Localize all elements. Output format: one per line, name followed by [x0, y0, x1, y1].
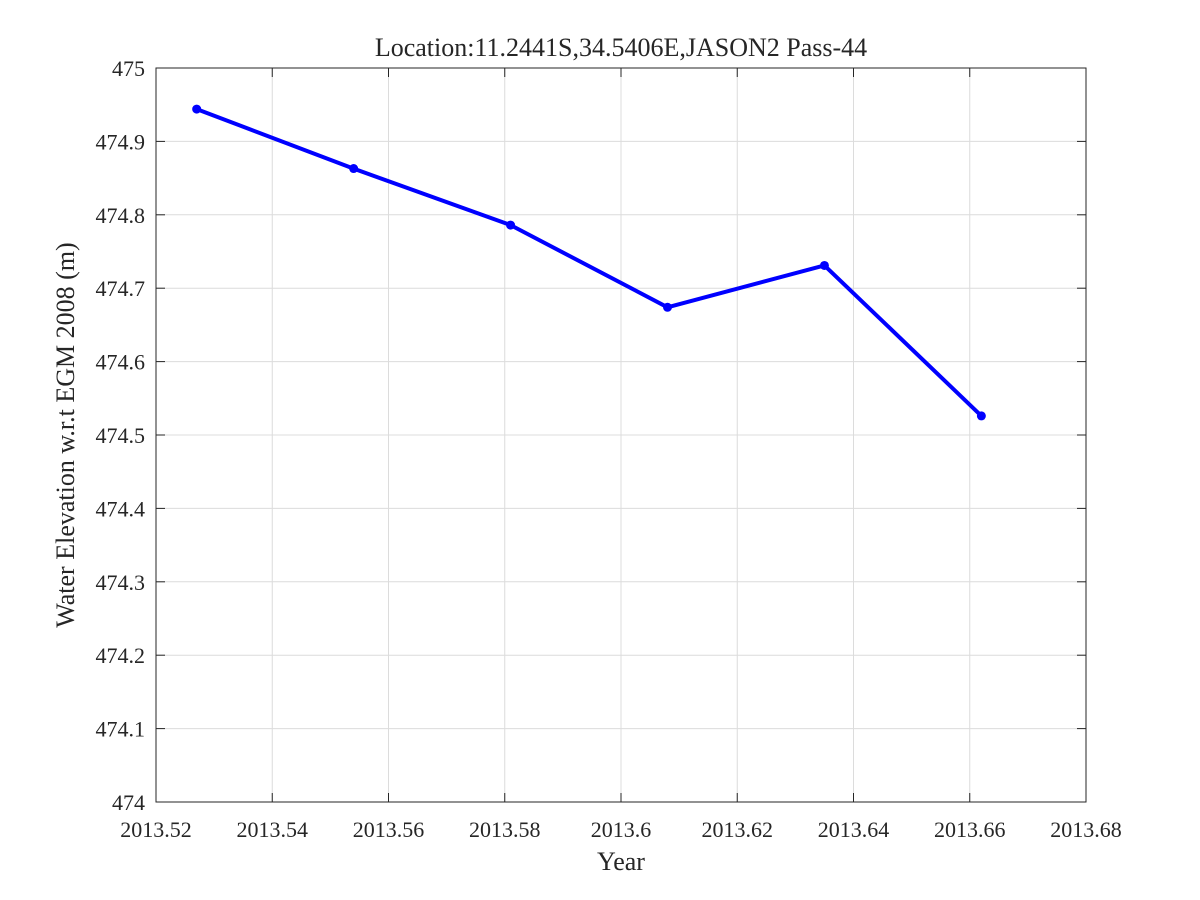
- series-line: [194, 107, 984, 418]
- y-tick-label: 474.7: [96, 276, 146, 301]
- x-tick-label: 2013.54: [237, 817, 309, 842]
- grid: [156, 68, 1086, 802]
- y-axis-label: Water Elevation w.r.t EGM 2008 (m): [51, 242, 80, 627]
- x-tick-label: 2013.66: [934, 817, 1006, 842]
- x-tick-label: 2013.52: [120, 817, 192, 842]
- x-tick-label: 2013.68: [1050, 817, 1122, 842]
- x-tick-label: 2013.56: [353, 817, 425, 842]
- data-point: [663, 302, 672, 312]
- data-point: [819, 260, 829, 270]
- y-tick-label: 474.8: [96, 203, 146, 228]
- x-tick-label: 2013.6: [591, 817, 652, 842]
- y-tick-label: 474.3: [96, 570, 146, 595]
- y-tick-label: 474: [112, 790, 145, 815]
- x-tick-label: 2013.58: [469, 817, 541, 842]
- ticks: [155, 67, 1087, 803]
- y-tick-label: 474.9: [96, 129, 146, 154]
- y-tick-label: 475: [112, 56, 145, 81]
- data-point: [506, 220, 516, 230]
- chart-title: Location:11.2441S,34.5406E,JASON2 Pass-4…: [375, 33, 867, 62]
- x-axis-tick-labels: 2013.52 2013.54 2013.56 2013.58 2013.6 2013.6…: [120, 817, 1122, 842]
- data-point: [349, 164, 359, 174]
- y-tick-label: 474.5: [96, 423, 146, 448]
- x-axis-label: Year: [597, 847, 645, 876]
- series: [192, 104, 986, 421]
- y-tick-label: 474.1: [96, 717, 146, 742]
- y-tick-label: 474.6: [96, 350, 146, 375]
- x-tick-label: 2013.62: [702, 817, 774, 842]
- data-point: [192, 104, 202, 114]
- data-point: [976, 411, 986, 421]
- y-tick-label: 474.2: [96, 643, 146, 668]
- y-tick-label: 474.4: [96, 496, 146, 521]
- x-tick-label: 2013.64: [818, 817, 890, 842]
- y-axis-tick-labels: 474 474.1 474.2 474.3 474.4 474.5 474.6 474.7 47…: [96, 56, 146, 815]
